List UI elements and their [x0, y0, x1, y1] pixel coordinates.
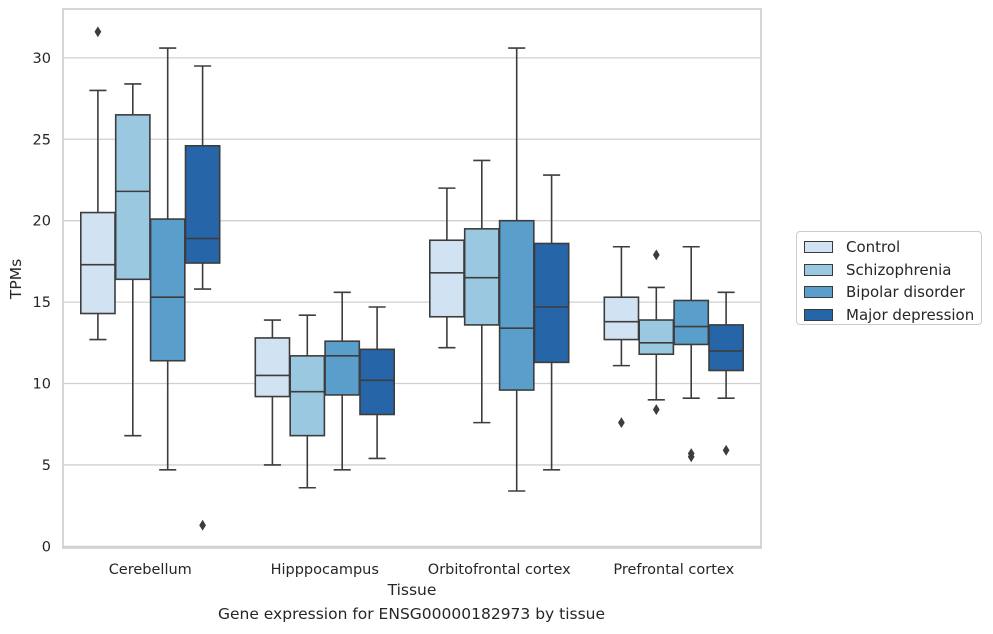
- legend-swatch-major-depression: [804, 308, 833, 321]
- y-tick-label: 25: [33, 132, 51, 148]
- outlier-point: [722, 444, 730, 456]
- x-tick-label: Orbitofrontal cortex: [428, 562, 571, 578]
- outlier-point: [199, 519, 206, 531]
- iqr-box: [638, 319, 675, 356]
- y-tick-label: 15: [33, 295, 51, 311]
- plot-frame: [62, 8, 762, 549]
- y-tick-label: 30: [33, 51, 51, 67]
- iqr-box: [673, 299, 710, 346]
- iqr-box: [114, 114, 151, 281]
- legend-label-control: Control: [846, 238, 901, 257]
- iqr-box: [603, 296, 640, 341]
- legend-label-schizophrenia: Schizophrenia: [846, 260, 952, 279]
- outlier-point: [687, 448, 695, 459]
- iqr-box: [428, 239, 465, 318]
- x-tick-label: Hipppocampus: [271, 562, 379, 578]
- iqr-box: [533, 242, 570, 364]
- iqr-box: [359, 348, 396, 416]
- iqr-box: [463, 228, 500, 326]
- iqr-box: [149, 218, 186, 362]
- chart-caption: Gene expression for ENSG00000182973 by t…: [217, 605, 606, 623]
- iqr-box: [254, 337, 291, 398]
- legend-item-control: Control: [804, 236, 981, 259]
- legend-swatch-schizophrenia: [804, 263, 833, 276]
- x-axis-label: Tissue: [387, 581, 437, 599]
- outlier-point: [652, 249, 660, 261]
- legend-item-major-depression: Major depression: [804, 304, 981, 327]
- y-tick-label: 5: [42, 458, 51, 474]
- x-tick-label: Cerebellum: [109, 562, 192, 578]
- iqr-box: [289, 355, 326, 437]
- legend-swatch-control: [804, 241, 833, 254]
- legend-label-major-depression: Major depression: [846, 305, 975, 324]
- iqr-box: [184, 144, 221, 264]
- legend-label-bipolar-disorder: Bipolar disorder: [846, 283, 965, 302]
- y-axis-label: TPMs: [7, 259, 25, 300]
- y-tick-label: 10: [33, 377, 51, 393]
- legend-item-bipolar-disorder: Bipolar disorder: [804, 281, 981, 304]
- iqr-box: [324, 340, 361, 396]
- iqr-box: [79, 211, 116, 315]
- legend-item-schizophrenia: Schizophrenia: [804, 259, 981, 282]
- box-groups: [79, 26, 745, 531]
- x-tick-labels: Cerebellum Hipppocampus Orbitofrontal cort…: [109, 562, 735, 578]
- y-tick-label: 20: [33, 214, 51, 230]
- y-tick-label: 0: [42, 539, 51, 555]
- iqr-box: [498, 219, 535, 391]
- outlier-point: [94, 26, 102, 38]
- outlier-point: [618, 417, 625, 429]
- outlier-point: [652, 404, 660, 415]
- legend-swatch-bipolar-disorder: [804, 286, 833, 299]
- legend: Control Schizophrenia Bipolar disorder M…: [796, 231, 982, 325]
- iqr-box: [708, 324, 745, 372]
- x-tick-label: Prefrontal cortex: [613, 562, 734, 578]
- y-tick-labels: 0 5 10 15 20 25 30: [33, 51, 51, 556]
